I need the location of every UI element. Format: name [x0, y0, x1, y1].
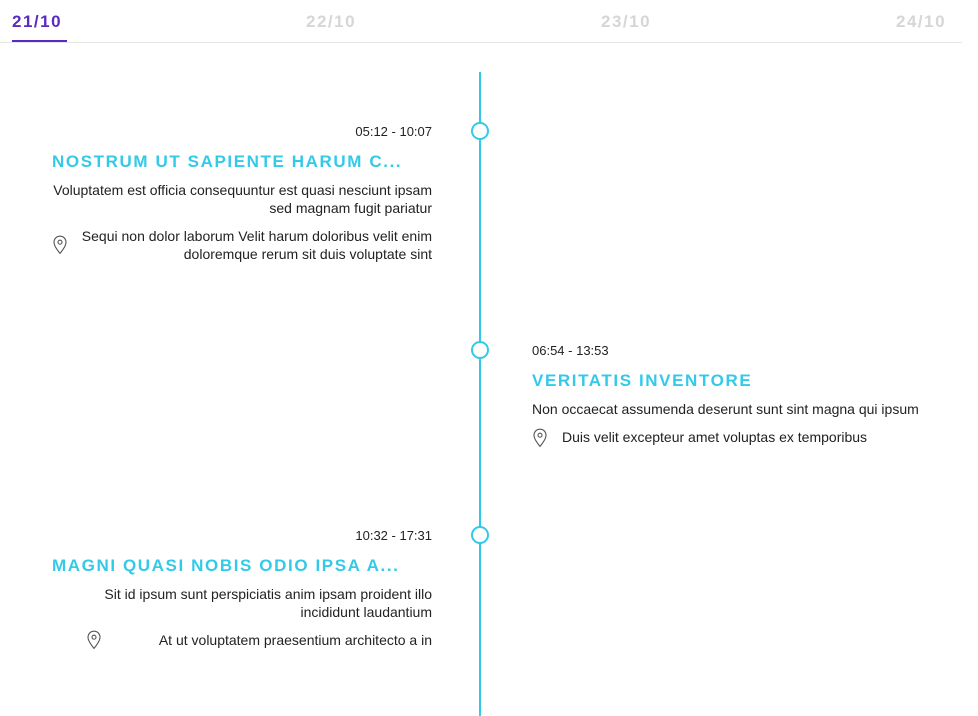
tab-22-10[interactable]: 22/10: [306, 12, 357, 31]
event-title[interactable]: VERITATIS INVENTORE: [532, 371, 753, 390]
date-tabs: 21/10 22/10 23/10 24/10: [0, 0, 962, 43]
tab-23-10[interactable]: 23/10: [601, 12, 652, 31]
map-pin-icon: [87, 630, 101, 650]
event-time: 10:32 - 17:31: [355, 528, 432, 543]
active-tab-indicator: [12, 40, 67, 42]
timeline-node: [471, 341, 489, 359]
timeline-event[interactable]: 10:32 - 17:31 MAGNI QUASI NOBIS ODIO IPS…: [52, 527, 432, 650]
event-description: Non occaecat assumenda deserunt sunt sin…: [532, 401, 919, 417]
timeline-event[interactable]: 05:12 - 10:07 NOSTRUM UT SAPIENTE HARUM …: [52, 123, 432, 263]
event-time: 05:12 - 10:07: [355, 124, 432, 139]
timeline-node: [471, 526, 489, 544]
event-location: At ut voluptatem praesentium architecto …: [52, 630, 432, 650]
timeline-node: [471, 122, 489, 140]
event-description: Sit id ipsum sunt perspiciatis anim ipsa…: [104, 586, 432, 620]
event-location-text: Sequi non dolor laborum Velit harum dolo…: [81, 228, 432, 262]
event-title[interactable]: NOSTRUM UT SAPIENTE HARUM C...: [52, 152, 403, 171]
event-description: Voluptatem est officia consequuntur est …: [53, 182, 432, 216]
tab-21-10[interactable]: 21/10: [12, 12, 63, 31]
event-location: Sequi non dolor laborum Velit harum dolo…: [52, 227, 432, 263]
map-pin-icon: [53, 235, 67, 255]
tab-24-10[interactable]: 24/10: [896, 12, 947, 31]
event-location: Duis velit excepteur amet voluptas ex te…: [532, 428, 932, 448]
event-location-text: At ut voluptatem praesentium architecto …: [158, 632, 432, 648]
timeline-line: [479, 72, 481, 716]
event-title[interactable]: MAGNI QUASI NOBIS ODIO IPSA A...: [52, 556, 400, 575]
timeline-event[interactable]: 06:54 - 13:53 VERITATIS INVENTORE Non oc…: [532, 342, 932, 448]
event-time: 06:54 - 13:53: [532, 343, 609, 358]
map-pin-icon: [533, 428, 547, 448]
event-location-text: Duis velit excepteur amet voluptas ex te…: [562, 429, 868, 445]
